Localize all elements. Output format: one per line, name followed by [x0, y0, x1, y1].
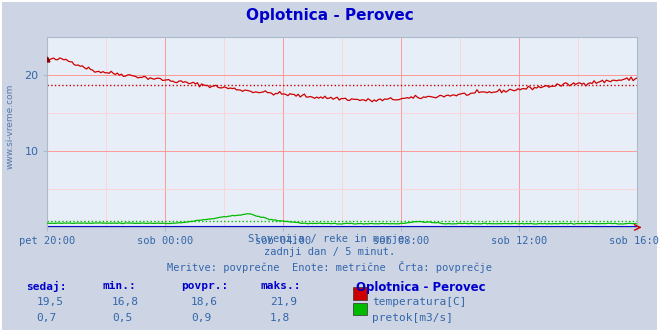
Text: Meritve: povprečne  Enote: metrične  Črta: povprečje: Meritve: povprečne Enote: metrične Črta:… [167, 261, 492, 273]
Text: maks.:: maks.: [260, 281, 301, 290]
Text: min.:: min.: [102, 281, 136, 290]
Text: 0,7: 0,7 [36, 313, 57, 323]
Text: sedaj:: sedaj: [26, 281, 67, 291]
Text: 21,9: 21,9 [270, 297, 297, 307]
Text: temperatura[C]: temperatura[C] [372, 297, 467, 307]
Text: 1,8: 1,8 [270, 313, 291, 323]
Text: 16,8: 16,8 [112, 297, 139, 307]
Text: pretok[m3/s]: pretok[m3/s] [372, 313, 453, 323]
Text: zadnji dan / 5 minut.: zadnji dan / 5 minut. [264, 247, 395, 257]
Text: 19,5: 19,5 [36, 297, 63, 307]
Text: Oplotnica - Perovec: Oplotnica - Perovec [246, 8, 413, 23]
Text: www.si-vreme.com: www.si-vreme.com [5, 83, 14, 169]
Text: Oplotnica - Perovec: Oplotnica - Perovec [356, 281, 486, 293]
Text: Slovenija / reke in morje.: Slovenija / reke in morje. [248, 234, 411, 244]
Text: 0,5: 0,5 [112, 313, 132, 323]
Text: 18,6: 18,6 [191, 297, 218, 307]
Text: 0,9: 0,9 [191, 313, 212, 323]
Text: povpr.:: povpr.: [181, 281, 229, 290]
